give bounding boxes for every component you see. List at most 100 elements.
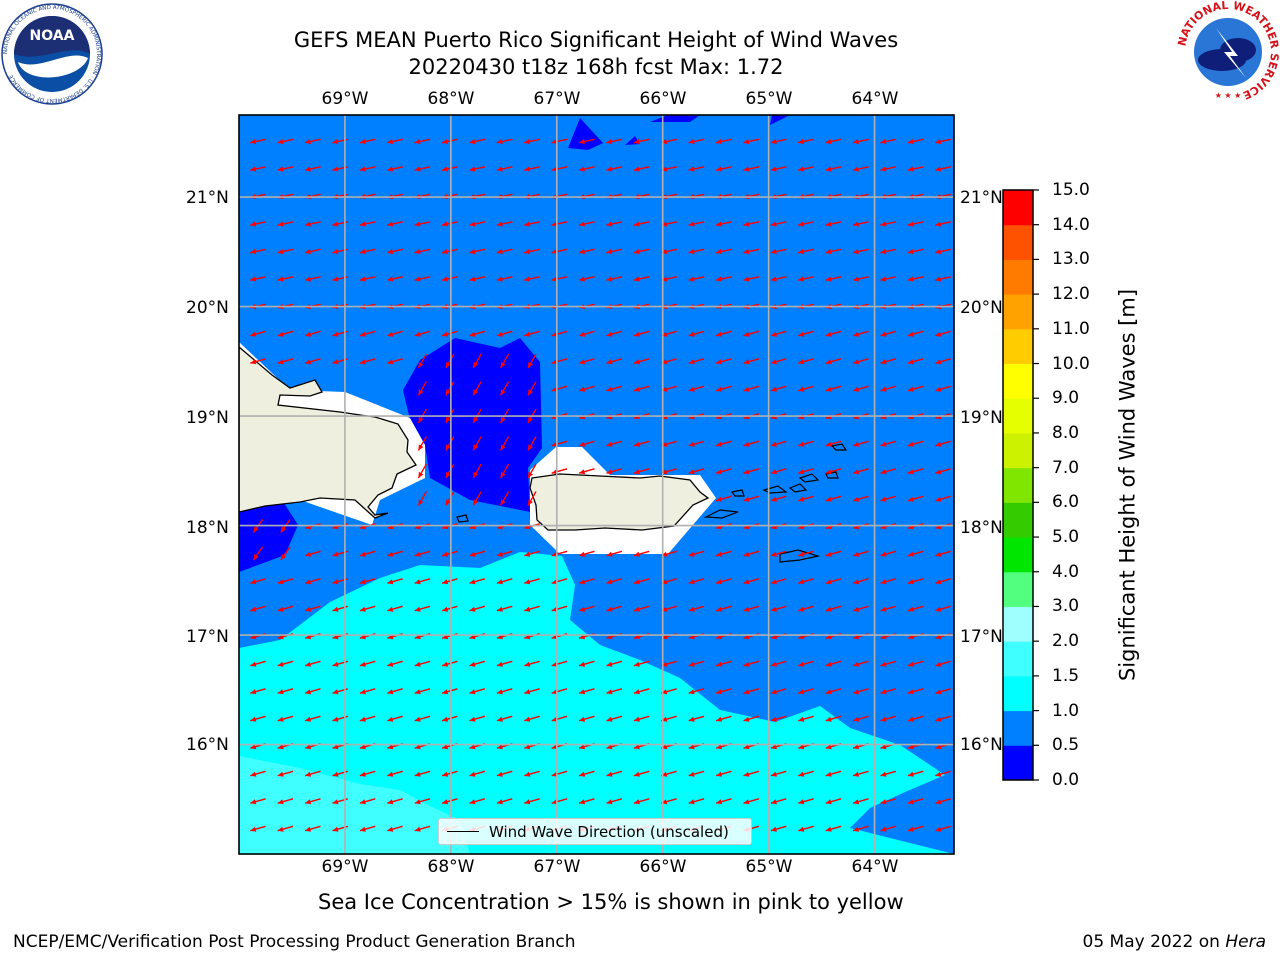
wave-direction-arrow: [798, 495, 814, 502]
wave-direction-arrow: [907, 138, 924, 145]
lon-tick-top: 68°W: [427, 89, 475, 109]
wave-direction-arrow: [935, 770, 951, 777]
wave-direction-arrow: [880, 495, 897, 502]
wave-direction-arrow: [417, 381, 428, 396]
wave-direction-arrow: [606, 385, 623, 392]
wave-direction-arrow: [606, 550, 623, 557]
wave-direction-arrow: [907, 825, 924, 832]
wave-direction-arrow: [852, 385, 869, 392]
wave-direction-arrow: [359, 330, 376, 337]
wave-field-0-0.5-mona: [403, 338, 542, 512]
wave-direction-arrow: [825, 578, 842, 585]
wave-direction-arrow: [304, 770, 321, 777]
wave-direction-arrow: [277, 660, 294, 667]
wave-direction-arrow: [524, 798, 540, 805]
wave-direction-arrow: [715, 578, 732, 585]
lat-tick-left: 18°N: [186, 518, 229, 538]
wave-direction-arrow: [304, 138, 321, 145]
wave-direction-arrow: [524, 248, 540, 255]
wave-direction-arrow: [743, 605, 760, 612]
wave-direction-arrow: [445, 381, 455, 396]
wave-direction-arrow: [359, 578, 376, 585]
wave-direction-arrow: [770, 715, 787, 722]
wave-direction-arrow: [496, 715, 513, 722]
wave-direction-arrow: [825, 166, 842, 172]
wave-direction-arrow: [441, 248, 458, 255]
wave-direction-arrow: [472, 463, 482, 479]
wave-direction-arrow: [524, 688, 540, 695]
wave-direction-arrow: [798, 440, 814, 447]
wave-direction-arrow: [743, 495, 760, 502]
wave-direction-arrow: [469, 660, 486, 667]
wave-direction-arrow: [798, 385, 814, 392]
wave-direction-arrow: [770, 276, 787, 282]
wave-direction-arrow: [524, 770, 540, 777]
wave-direction-arrow: [743, 660, 760, 667]
wave-direction-arrow: [715, 688, 732, 695]
land-islet-vieques: [703, 509, 739, 519]
wave-direction-arrow: [304, 798, 321, 805]
wave-direction-arrow: [633, 440, 650, 447]
wave-direction-arrow: [250, 770, 266, 777]
wave-direction-arrow: [688, 166, 705, 172]
wave-direction-arrow: [825, 221, 842, 227]
wave-direction-arrow: [496, 660, 513, 667]
wave-direction-arrow: [743, 550, 760, 557]
wave-direction-arrow: [445, 436, 455, 451]
wave-direction-arrow: [770, 166, 787, 172]
land-st-croix: [779, 549, 821, 563]
wave-direction-arrow: [441, 276, 458, 282]
wave-direction-arrow: [414, 330, 431, 337]
wave-direction-arrow: [852, 660, 869, 667]
wave-direction-arrow: [359, 825, 376, 832]
wave-direction-arrow: [387, 605, 403, 612]
wave-direction-arrow: [469, 605, 486, 612]
wave-direction-arrow: [250, 358, 266, 365]
wave-direction-arrow: [606, 330, 623, 337]
wave-direction-arrow: [770, 330, 787, 337]
wave-direction-arrow: [606, 468, 623, 475]
wave-direction-arrow: [524, 330, 540, 337]
wave-direction-arrow: [496, 330, 513, 337]
lat-tick-right: 21°N: [960, 188, 1003, 208]
wave-direction-arrow: [688, 578, 705, 585]
wave-direction-arrow: [715, 330, 732, 337]
wave-direction-arrow: [496, 550, 513, 557]
wave-direction-arrow: [935, 248, 951, 255]
wave-direction-arrow: [688, 276, 705, 282]
wave-direction-arrow: [907, 221, 924, 227]
svg-text:NOAA: NOAA: [30, 28, 75, 44]
wave-direction-arrow: [633, 550, 650, 557]
wave-direction-arrow: [935, 358, 951, 365]
wave-direction-arrow: [770, 138, 787, 145]
wave-direction-arrow: [798, 715, 814, 722]
wave-direction-arrow: [606, 166, 623, 172]
wave-direction-arrow: [387, 358, 403, 365]
wave-direction-arrow: [743, 221, 760, 227]
colorbar-swatch: [1003, 675, 1033, 712]
colorbar-tick-label: 1.0: [1052, 700, 1080, 721]
wave-direction-arrow: [907, 248, 924, 255]
wave-direction-arrow: [304, 605, 321, 612]
wave-direction-arrow: [633, 276, 650, 282]
land-virgin-islands-2: [788, 483, 808, 493]
wave-direction-arrow: [880, 770, 897, 777]
wave-direction-arrow: [414, 550, 431, 557]
wave-direction-arrow: [524, 550, 540, 557]
wave-direction-arrow: [880, 605, 897, 612]
wave-direction-arrow: [715, 248, 732, 255]
chart-title: GEFS MEAN Puerto Rico Significant Height…: [293, 28, 899, 52]
lon-tick-bottom: 68°W: [427, 857, 475, 877]
colorbar-tick-label: 13.0: [1052, 249, 1090, 270]
wave-direction-arrow: [441, 688, 458, 695]
wave-direction-arrow: [414, 578, 431, 585]
wave-direction-arrow: [743, 276, 760, 282]
wave-direction-arrow: [469, 688, 486, 695]
wave-direction-arrow: [417, 491, 428, 506]
colorbar-swatch: [1003, 259, 1033, 295]
wave-direction-arrow: [277, 358, 294, 365]
wave-direction-arrow: [798, 166, 814, 172]
wave-direction-arrow: [633, 715, 650, 722]
wave-direction-arrow: [825, 660, 842, 667]
